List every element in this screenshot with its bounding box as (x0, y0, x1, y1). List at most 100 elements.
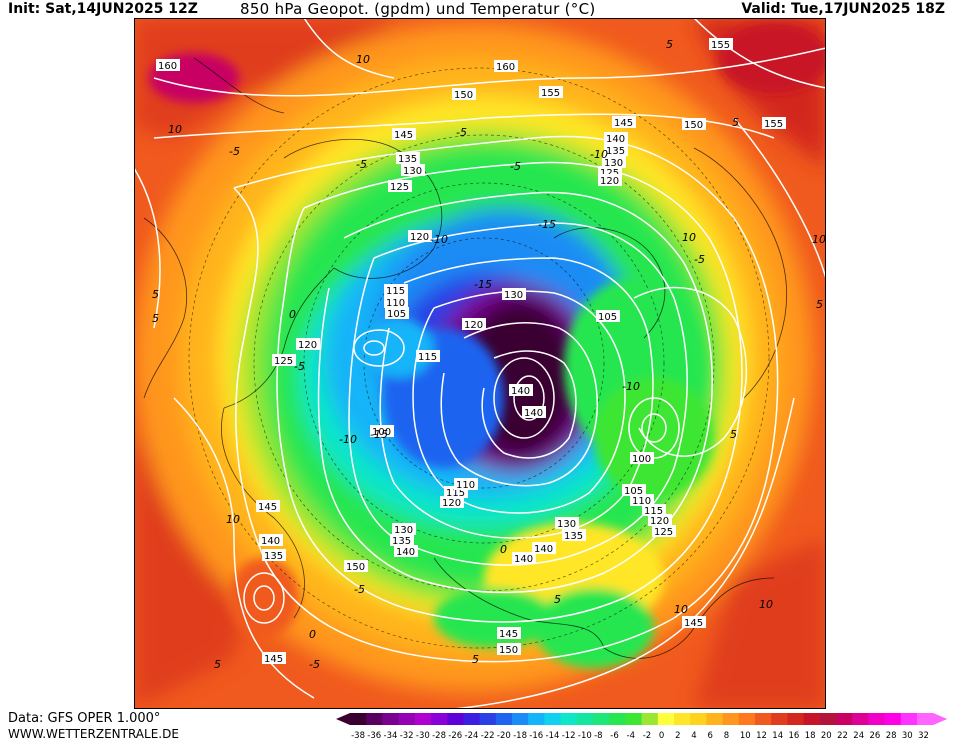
label-130-text: 130 (504, 290, 523, 301)
colorbar-tick-label: 28 (886, 731, 897, 740)
temp-label: -5 (354, 583, 365, 596)
temp-label: 10 (168, 123, 182, 136)
colorbar-tick-label: -26 (448, 731, 462, 740)
temp-label: 5 (666, 38, 673, 51)
label-140-text: 140 (511, 386, 530, 397)
data-source-label: Data: GFS OPER 1.000° (8, 711, 161, 726)
colorbar-tick-label: 24 (853, 731, 864, 740)
label-130-text: 130 (604, 158, 623, 169)
label-125-text: 125 (274, 356, 293, 367)
colorbar-cell (593, 713, 610, 725)
label-135-text: 135 (264, 551, 283, 562)
temp-label: 5 (730, 428, 737, 441)
label-120-text: 120 (464, 320, 483, 331)
label-125-e: 125 (652, 525, 676, 538)
colorbar-cell (447, 713, 464, 725)
label-105-nw: 105 (385, 307, 409, 320)
label-105-text: 105 (598, 312, 617, 323)
colorbar-cell (771, 713, 788, 725)
label-145-text: 145 (614, 118, 633, 129)
label-120-text: 120 (442, 498, 461, 509)
colorbar-tick-label: 4 (691, 731, 696, 740)
label-130-n: 130 (401, 164, 425, 177)
label-160-nw: 160 (156, 59, 180, 72)
label-110-text: 110 (456, 480, 475, 491)
label-120-text: 120 (650, 516, 669, 527)
coastlines (143, 57, 787, 659)
label-150-text: 150 (684, 120, 703, 131)
colorbar-tick-label: 14 (772, 731, 783, 740)
label-140-ne: 140 (604, 132, 628, 145)
label-125-text: 125 (600, 168, 619, 179)
temperature-labels: 10 10 -5 -5 -5 -5 -10 -10 -15 -15 -15 -1… (152, 38, 826, 671)
label-130-se: 130 (555, 517, 579, 530)
label-130-text: 130 (557, 519, 576, 530)
label-135-s: 135 (390, 534, 414, 547)
colorbar-cell (414, 713, 432, 725)
colorbar-tick-label: -16 (529, 731, 543, 740)
colorbar-cell (382, 713, 400, 725)
temp-label: 5 (732, 116, 739, 129)
temp-label: 5 (554, 593, 561, 606)
label-120-nw: 120 (408, 230, 432, 243)
label-155-n: 155 (539, 86, 563, 99)
label-120-text: 120 (410, 232, 429, 243)
label-140-s2: 140 (532, 542, 556, 555)
label-130-text: 130 (403, 166, 422, 177)
label-160-text: 160 (496, 62, 515, 73)
colorbar-cell (755, 713, 772, 725)
colorbar-cell (722, 713, 740, 725)
label-135-se: 135 (562, 529, 586, 542)
colorbar-tick-label: -4 (627, 731, 635, 740)
label-145-text: 145 (684, 618, 703, 629)
colorbar-cell (495, 713, 513, 725)
label-140-s3: 140 (512, 552, 536, 565)
label-140-text: 140 (396, 547, 415, 558)
label-150-text: 150 (499, 645, 518, 656)
website-link[interactable]: WWW.WETTERZENTRALE.DE (8, 727, 179, 741)
label-135-text: 135 (392, 536, 411, 547)
label-110-text: 110 (386, 298, 405, 309)
temp-label: -15 (538, 218, 556, 231)
label-140-text: 140 (524, 408, 543, 419)
colorbar-cell (528, 713, 545, 725)
label-155-ne: 155 (709, 38, 733, 51)
label-125-text: 125 (654, 527, 673, 538)
temp-label: 5 (472, 653, 479, 666)
colorbar-cell (479, 713, 497, 725)
temp-label: 0 (289, 308, 296, 321)
colorbar-tick-label: -34 (384, 731, 398, 740)
colorbar-cell (706, 713, 724, 725)
label-105-text: 105 (624, 486, 643, 497)
label-115-text: 115 (446, 488, 465, 499)
label-140-sw: 140 (259, 534, 283, 547)
label-120-ne: 120 (598, 174, 622, 187)
label-150-ne: 150 (682, 118, 706, 131)
label-115-w: 115 (416, 350, 440, 363)
colorbar-tick-label: -38 (351, 731, 365, 740)
label-145-text: 145 (394, 130, 413, 141)
temp-label: 0 (309, 628, 316, 641)
colorbar-cell (917, 713, 934, 725)
colorbar-tick-label: -6 (610, 731, 618, 740)
temp-label: -10 (339, 433, 357, 446)
temperature-colorbar: -38 -36 -34 -32 -30 -28 -26 -24 -22 -20 -18 -16 -14-… (336, 712, 956, 741)
colorbar-tick-label: 8 (724, 731, 729, 740)
label-145-sw: 145 (262, 652, 286, 665)
colorbar-tick-label: -28 (432, 731, 446, 740)
colorbar-cell (512, 713, 529, 725)
colorbar-tick-label: 2 (675, 731, 680, 740)
label-145-n: 145 (392, 128, 416, 141)
temp-label: 5 (214, 658, 221, 671)
colorbar-cell (787, 713, 805, 725)
label-145-se: 145 (682, 616, 706, 629)
colorbar-tick-label: -22 (481, 731, 495, 740)
colorbar-cell (641, 713, 659, 725)
label-110-nw: 110 (384, 296, 408, 309)
colorbar-cell (852, 713, 869, 725)
label-135-n: 135 (396, 152, 420, 165)
label-105-text: 105 (387, 309, 406, 320)
valid-time-label: Valid: Tue,17JUN2025 18Z (741, 1, 945, 17)
label-115-text: 115 (418, 352, 437, 363)
temp-label: -15 (370, 428, 388, 441)
